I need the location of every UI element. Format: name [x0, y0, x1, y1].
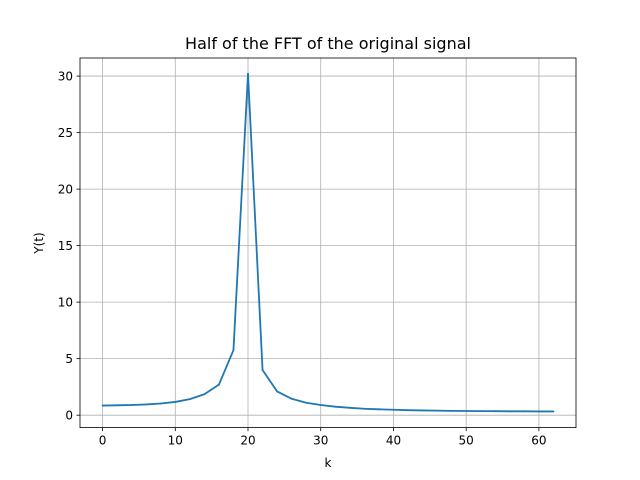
x-tick-label: 10 [168, 434, 183, 448]
data-point [218, 383, 220, 386]
y-tick-label: 10 [58, 295, 73, 309]
data-point [392, 408, 395, 411]
y-tick-label: 25 [58, 126, 73, 140]
data-point [174, 401, 177, 403]
y-axis-label: Y(t) [32, 232, 46, 254]
data-point [232, 349, 235, 352]
data-point [203, 393, 206, 396]
y-tick-label: 20 [58, 182, 73, 196]
data-point [436, 409, 438, 412]
x-tick-label: 50 [459, 434, 474, 448]
data-point [552, 410, 555, 413]
series-line-0 [102, 72, 554, 413]
data-point [188, 398, 191, 401]
data-point [261, 369, 264, 371]
data-point [450, 409, 453, 412]
y-tick-label: 15 [58, 239, 73, 253]
data-point [421, 409, 424, 412]
data-point [378, 408, 380, 411]
data-point [290, 397, 293, 400]
plot-frame [79, 57, 577, 429]
data-point [247, 72, 249, 75]
data-point [145, 403, 148, 406]
x-tick-label: 0 [99, 434, 107, 448]
axis-ticks: 0 10 20 30 40 50 60 0 5 10 15 20 25 30 [58, 69, 547, 447]
data-point [363, 407, 366, 410]
data-point [494, 410, 497, 413]
data-point [508, 410, 511, 413]
x-tick-label: 20 [240, 434, 255, 448]
data-point [116, 404, 118, 407]
y-tick-label: 0 [65, 408, 73, 422]
x-tick-label: 60 [531, 434, 546, 448]
grid-lines [80, 58, 576, 428]
data-point [319, 404, 322, 406]
data-point [407, 409, 409, 412]
data-point [305, 401, 308, 404]
data-point [465, 410, 468, 412]
x-tick-label: 30 [313, 434, 328, 448]
data-point [159, 402, 162, 405]
chart-title: Half of the FFT of the original signal [185, 34, 471, 53]
data-point [523, 410, 526, 413]
data-point [101, 404, 104, 407]
x-tick-label: 40 [386, 434, 401, 448]
series-layer [101, 72, 555, 413]
y-tick-label: 5 [65, 352, 73, 366]
data-point [479, 410, 482, 412]
data-point [348, 406, 351, 409]
x-axis-label: k [325, 456, 332, 470]
data-point [334, 405, 337, 408]
data-point [276, 390, 278, 393]
data-point [538, 410, 540, 413]
y-tick-label: 30 [58, 69, 73, 83]
data-point [130, 404, 133, 406]
